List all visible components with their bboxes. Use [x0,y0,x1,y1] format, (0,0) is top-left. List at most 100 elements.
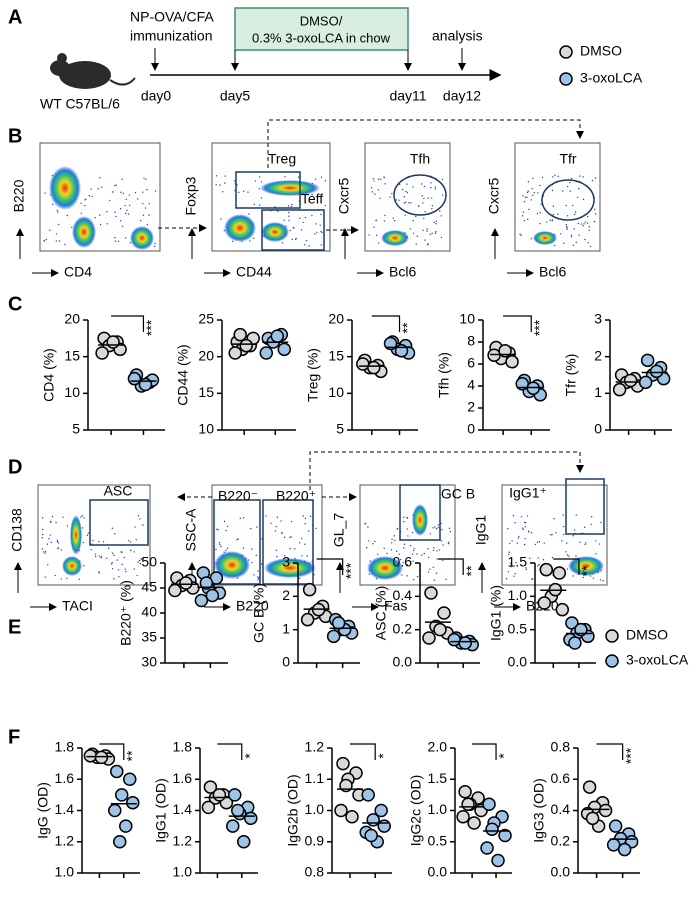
event-dot [421,195,423,197]
data-point [361,788,375,802]
event-dot [393,219,396,222]
event-dot [561,540,563,542]
event-dot [254,180,257,182]
data-point [83,749,98,763]
event-dot [403,516,405,518]
event-dot [288,211,290,214]
event-dot [412,560,414,562]
event-dot [549,219,551,221]
event-dot [572,244,575,247]
event-dot [288,219,290,222]
event-dot [315,223,317,225]
event-dot [57,211,59,213]
event-dot [530,238,533,240]
y-tick-label: 0.8 [551,739,571,755]
y-tick-label: 5 [336,421,344,437]
event-dot [405,190,407,193]
event-dot [258,204,261,206]
significance-label: ** [463,565,479,576]
event-dot [536,541,539,544]
event-dot [573,228,575,230]
event-dot [139,518,141,520]
event-dot [384,183,386,185]
event-dot [52,203,54,206]
event-dot [526,191,529,194]
event-dot [55,522,57,524]
significance-bracket [503,315,532,332]
event-dot [513,575,515,577]
event-dot [441,194,444,196]
data-point [110,764,124,779]
y-tick-label: 3 [282,554,290,570]
event-dot [575,241,578,243]
event-dot [423,197,425,200]
event-dot [557,175,559,178]
data-point [498,828,512,843]
data-point [115,788,129,802]
event-dot [373,226,375,228]
data-point [302,582,317,597]
event-dot [47,564,49,566]
x-axis-label: CD44 [236,264,272,280]
data-point [377,819,391,833]
event-dot [588,226,590,228]
event-dot [578,234,580,237]
event-dot [560,233,562,235]
event-dot [368,234,370,236]
event-dot [539,184,541,187]
data-point [126,795,140,810]
event-dot [531,187,533,190]
event-dot [82,541,84,544]
event-dot [430,186,432,189]
event-dot [565,224,567,226]
gate [565,478,605,535]
event-dot [427,571,430,573]
data-point [552,566,567,580]
event-dot [283,536,286,539]
event-dot [412,186,414,188]
event-dot [404,201,407,203]
event-dot [551,556,554,559]
y-tick-label: 10 [198,421,214,437]
data-point [623,373,638,388]
y-tick-label: 0 [467,421,475,437]
event-dot [433,547,435,549]
event-dot [522,528,525,531]
event-dot [117,569,120,571]
y-tick-label: 1.4 [173,801,193,817]
flow-frame [37,484,151,586]
y-tick-label: 1.5 [428,770,448,786]
event-dot [129,242,132,244]
event-dot [253,574,255,576]
event-dot [412,578,415,581]
event-dot [55,240,58,242]
event-dot [236,184,238,186]
event-dot [408,202,410,204]
event-dot [133,568,135,570]
event-dot [111,562,113,564]
event-dot [320,230,322,233]
event-dot [432,549,435,552]
y-tick-label: 3 [594,311,602,327]
event-dot [265,515,267,517]
event-dot [379,197,381,200]
event-dot [403,547,405,549]
y-tick-label: 1.6 [55,770,75,786]
event-dot [539,222,541,225]
event-dot [582,176,584,178]
y-tick-label: 0.0 [551,864,571,880]
event-dot [139,219,142,222]
event-dot [57,547,59,549]
event-dot [90,548,92,551]
event-dot [100,556,103,558]
event-dot [99,223,102,226]
event-dot [110,563,113,565]
y-tick-label: 0.8 [305,864,325,880]
event-dot [406,564,409,566]
event-dot [412,232,415,234]
y-tick-label: 1.0 [508,587,528,603]
event-dot [522,195,524,197]
event-dot [442,544,444,546]
legend-marker [605,654,619,668]
event-dot [533,191,535,194]
